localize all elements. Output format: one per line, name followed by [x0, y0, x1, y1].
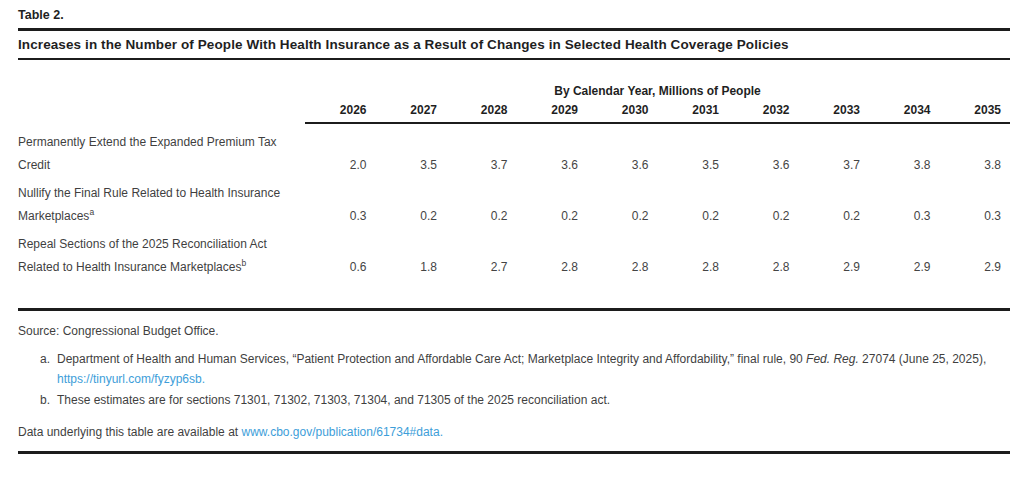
cbo-table-page: Table 2. Increases in the Number of Peop…	[0, 0, 1027, 491]
year-header-row: 2026 2027 2028 2029 2030 2031 2032 2033 …	[18, 101, 1010, 123]
table-row-repeal-reconciliation-sections: Repeal Sections of the 2025 Reconciliati…	[18, 224, 1010, 275]
row-label-line1: Permanently Extend the Expanded Premium …	[18, 135, 305, 150]
row-label-line2: Marketplacesa	[18, 209, 305, 224]
table-cell: 2.9	[799, 224, 870, 275]
row-label-line2: Related to Health Insurance Marketplaces…	[18, 260, 305, 275]
footnote-b-marker: b.	[40, 393, 50, 408]
table-cell: 3.7	[799, 123, 870, 173]
footnote-a: a. Department of Health and Human Service…	[18, 349, 1010, 389]
table-cell: 3.8	[869, 123, 940, 173]
data-availability-note: Data underlying this table are available…	[18, 425, 1010, 440]
table-cell: 3.6	[587, 123, 658, 173]
spanner-spacer	[18, 84, 305, 101]
year-column-header: 2031	[658, 101, 729, 123]
bottom-rule	[18, 451, 1010, 454]
year-column-header: 2028	[446, 101, 517, 123]
cbo-publication-data-link[interactable]: www.cbo.gov/publication/61734#data.	[241, 425, 442, 439]
year-column-header: 2027	[376, 101, 447, 123]
table-cell: 0.2	[728, 173, 799, 224]
source-line: Source: Congressional Budget Office.	[18, 324, 1010, 339]
year-column-header: 2030	[587, 101, 658, 123]
year-column-header: 2034	[869, 101, 940, 123]
page-title: Increases in the Number of People With H…	[18, 37, 1010, 52]
table-cell: 0.2	[658, 173, 729, 224]
table-cell: 0.2	[446, 173, 517, 224]
table-cell: 3.6	[517, 123, 588, 173]
table-cell: 2.8	[658, 224, 729, 275]
footnote-ref-b: b	[241, 258, 246, 268]
table-cell: 3.5	[658, 123, 729, 173]
footnote-a-citation-italic: Fed. Reg.	[806, 352, 859, 366]
table-cell: 0.3	[305, 173, 376, 224]
table-cell: 0.3	[869, 173, 940, 224]
table-cell: 1.8	[376, 224, 447, 275]
year-column-header: 2032	[728, 101, 799, 123]
table-cell: 2.8	[517, 224, 588, 275]
footnote-a-marker: a.	[40, 349, 50, 369]
top-rule	[18, 28, 1010, 31]
year-column-header: 2029	[517, 101, 588, 123]
row-label-line1: Repeal Sections of the 2025 Reconciliati…	[18, 237, 305, 252]
table-cell: 2.7	[446, 224, 517, 275]
year-column-header: 2026	[305, 101, 376, 123]
row-label: Permanently Extend the Expanded Premium …	[18, 123, 305, 173]
data-note-text: Data underlying this table are available…	[18, 425, 241, 439]
tinyurl-link[interactable]: https://tinyurl.com/fyzyp6sb.	[57, 372, 205, 386]
health-insurance-table: By Calendar Year, Millions of People 202…	[18, 84, 1010, 275]
table-cell: 0.2	[799, 173, 870, 224]
table-cell: 2.9	[940, 224, 1011, 275]
title-rule	[18, 58, 1010, 60]
table-cell: 2.9	[869, 224, 940, 275]
footnote-ref-a: a	[89, 207, 94, 217]
table-cell: 3.6	[728, 123, 799, 173]
table-cell: 2.8	[587, 224, 658, 275]
year-column-header: 2035	[940, 101, 1011, 123]
year-column-header: 2033	[799, 101, 870, 123]
table-row-nullify-final-rule: Nullify the Final Rule Related to Health…	[18, 173, 1010, 224]
label-column-header	[18, 101, 305, 123]
footnote-a-text: Department of Health and Human Services,…	[57, 352, 806, 366]
footnote-a-text-2: 27074 (June 25, 2025),	[859, 352, 986, 366]
table-bottom-rule	[18, 308, 1010, 311]
table-cell: 2.0	[305, 123, 376, 173]
table-cell: 3.8	[940, 123, 1011, 173]
footnote-b: b. These estimates are for sections 71301…	[18, 393, 1010, 408]
row-label-line2: Credit	[18, 158, 305, 173]
table-cell: 0.6	[305, 224, 376, 275]
row-label-line1: Nullify the Final Rule Related to Health…	[18, 186, 305, 201]
table-cell: 0.2	[587, 173, 658, 224]
table-cell: 2.8	[728, 224, 799, 275]
table-number: Table 2.	[18, 8, 1010, 22]
row-label: Nullify the Final Rule Related to Health…	[18, 173, 305, 224]
table-cell: 3.5	[376, 123, 447, 173]
table-cell: 0.3	[940, 173, 1011, 224]
footnote-b-text: These estimates are for sections 71301, …	[57, 393, 610, 407]
table-row-premium-tax-credit: Permanently Extend the Expanded Premium …	[18, 123, 1010, 173]
table-cell: 3.7	[446, 123, 517, 173]
table-cell: 0.2	[517, 173, 588, 224]
table-cell: 0.2	[376, 173, 447, 224]
column-group-header: By Calendar Year, Millions of People	[305, 84, 1010, 101]
spanner-row: By Calendar Year, Millions of People	[18, 84, 1010, 101]
row-label: Repeal Sections of the 2025 Reconciliati…	[18, 224, 305, 275]
